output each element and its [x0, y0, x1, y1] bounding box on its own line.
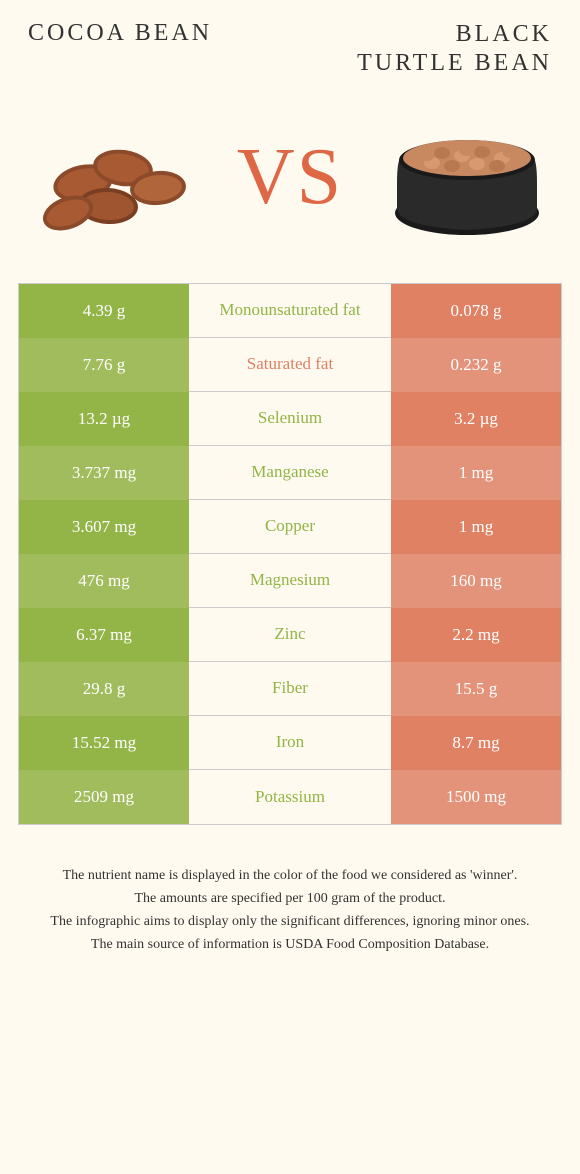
- table-row: 3.607 mgCopper1 mg: [19, 500, 561, 554]
- title-right: BLACK TURTLE BEAN: [290, 20, 562, 78]
- nutrient-label: Iron: [189, 716, 391, 770]
- nutrient-label: Magnesium: [189, 554, 391, 608]
- value-left: 15.52 mg: [19, 716, 189, 770]
- nutrient-label: Manganese: [189, 446, 391, 500]
- value-left: 29.8 g: [19, 662, 189, 716]
- table-row: 15.52 mgIron8.7 mg: [19, 716, 561, 770]
- value-right: 0.078 g: [391, 284, 561, 338]
- value-right: 3.2 µg: [391, 392, 561, 446]
- value-right: 0.232 g: [391, 338, 561, 392]
- value-left: 7.76 g: [19, 338, 189, 392]
- footer-line: The main source of information is USDA F…: [38, 934, 542, 955]
- nutrient-label: Zinc: [189, 608, 391, 662]
- table-row: 7.76 gSaturated fat0.232 g: [19, 338, 561, 392]
- cocoa-bean-image: [28, 108, 198, 248]
- value-left: 4.39 g: [19, 284, 189, 338]
- value-right: 160 mg: [391, 554, 561, 608]
- value-left: 6.37 mg: [19, 608, 189, 662]
- table-row: 3.737 mgManganese1 mg: [19, 446, 561, 500]
- images-row: VS: [18, 108, 562, 248]
- nutrient-label: Monounsaturated fat: [189, 284, 391, 338]
- value-right: 1 mg: [391, 446, 561, 500]
- nutrient-label: Selenium: [189, 392, 391, 446]
- nutrient-label: Copper: [189, 500, 391, 554]
- value-left: 13.2 µg: [19, 392, 189, 446]
- comparison-table: 4.39 gMonounsaturated fat0.078 g7.76 gSa…: [18, 283, 562, 825]
- nutrient-label: Potassium: [189, 770, 391, 824]
- table-row: 13.2 µgSelenium3.2 µg: [19, 392, 561, 446]
- nutrient-label: Fiber: [189, 662, 391, 716]
- title-left: COCOA BEAN: [18, 20, 290, 47]
- value-right: 8.7 mg: [391, 716, 561, 770]
- black-turtle-bean-image: [382, 108, 552, 248]
- footer-line: The infographic aims to display only the…: [38, 911, 542, 932]
- table-row: 4.39 gMonounsaturated fat0.078 g: [19, 284, 561, 338]
- value-left: 3.737 mg: [19, 446, 189, 500]
- vs-text: VS: [237, 132, 343, 223]
- value-left: 476 mg: [19, 554, 189, 608]
- value-left: 2509 mg: [19, 770, 189, 824]
- footer-line: The amounts are specified per 100 gram o…: [38, 888, 542, 909]
- nutrient-label: Saturated fat: [189, 338, 391, 392]
- footer-line: The nutrient name is displayed in the co…: [38, 865, 542, 886]
- value-right: 15.5 g: [391, 662, 561, 716]
- table-row: 476 mgMagnesium160 mg: [19, 554, 561, 608]
- value-right: 1 mg: [391, 500, 561, 554]
- table-row: 6.37 mgZinc2.2 mg: [19, 608, 561, 662]
- table-row: 29.8 gFiber15.5 g: [19, 662, 561, 716]
- header: COCOA BEAN BLACK TURTLE BEAN: [18, 20, 562, 78]
- value-right: 2.2 mg: [391, 608, 561, 662]
- value-right: 1500 mg: [391, 770, 561, 824]
- table-row: 2509 mgPotassium1500 mg: [19, 770, 561, 824]
- footer-notes: The nutrient name is displayed in the co…: [18, 865, 562, 955]
- value-left: 3.607 mg: [19, 500, 189, 554]
